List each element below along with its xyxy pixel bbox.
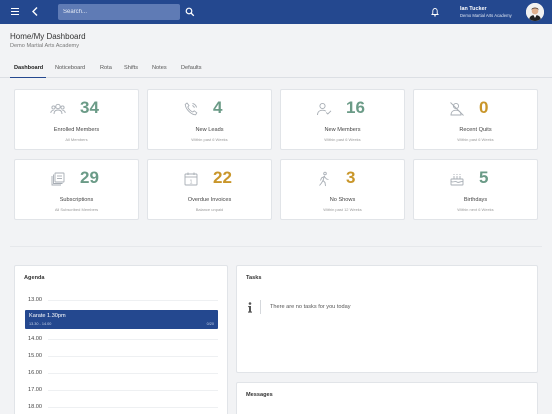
stat-label: No Shows	[329, 197, 356, 203]
page-subtitle: Demo Martial Arts Academy	[10, 43, 80, 49]
stat-value: 4	[213, 98, 223, 117]
stat-card-overdue-invoices[interactable]: 1 22 Overdue Invoices Balance unpaid	[147, 159, 272, 220]
stat-label: Overdue Invoices	[187, 197, 232, 203]
walking-icon	[319, 171, 329, 187]
stat-value: 5	[479, 168, 489, 187]
stat-value: 34	[80, 98, 99, 117]
agenda-hour-line	[48, 356, 218, 357]
stat-sublabel: All Subscribed Members	[54, 207, 99, 212]
cake-icon	[450, 174, 464, 186]
top-bar: Ian Tucker Demo Martial Arts Academy	[0, 0, 552, 24]
bell-icon[interactable]	[431, 7, 439, 17]
messages-panel: Messages	[236, 382, 538, 414]
stat-card-new-members[interactable]: 16 New Members Within past 6 Weeks	[280, 89, 405, 150]
stat-card-birthdays[interactable]: 5 Birthdays Within next 6 Weeks	[413, 159, 538, 220]
avatar[interactable]	[526, 3, 544, 21]
stat-sublabel: Balance unpaid	[195, 207, 224, 212]
search-input[interactable]	[58, 4, 180, 20]
user-organization: Demo Martial Arts Academy	[460, 13, 512, 18]
stat-sublabel: Within past 6 Weeks	[457, 137, 494, 142]
phone-icon	[184, 102, 198, 116]
stat-label: Subscriptions	[59, 197, 94, 203]
tab-noticeboard[interactable]: Noticeboard	[55, 65, 86, 71]
search-icon[interactable]	[185, 7, 195, 17]
stat-value: 0	[479, 98, 489, 117]
user-name[interactable]: Ian Tucker	[460, 6, 487, 12]
agenda-hour-line	[48, 407, 218, 408]
subscriptions-icon	[51, 172, 65, 186]
event-title: Karate 1.30pm	[29, 313, 66, 319]
stat-label: Recent Quits	[459, 127, 492, 133]
search-box	[58, 4, 180, 20]
agenda-hour: 14.00	[28, 336, 42, 342]
page-title: Home/My Dashboard	[10, 32, 86, 41]
stat-sublabel: Within past 6 Weeks	[324, 137, 361, 142]
tab-shifts[interactable]: Shifts	[124, 65, 138, 71]
stat-value: 22	[213, 168, 232, 187]
stat-label: Birthdays	[463, 197, 488, 203]
section-divider	[10, 246, 542, 247]
agenda-hour: 17.00	[28, 387, 42, 393]
tab-bar: Dashboard Noticeboard Rota Shifts Notes …	[0, 58, 552, 78]
tasks-panel: Tasks	[236, 265, 538, 373]
event-time: 13.30 - 14.00	[29, 322, 52, 326]
stat-card-new-leads[interactable]: 4 New Leads Within past 6 Weeks	[147, 89, 272, 150]
agenda-hour: 18.00	[28, 404, 42, 410]
svg-text:1: 1	[189, 179, 192, 185]
tab-notes[interactable]: Notes	[152, 65, 167, 71]
tasks-title: Tasks	[246, 275, 262, 281]
active-tab-indicator	[10, 77, 46, 78]
back-arrow-icon[interactable]	[31, 6, 39, 17]
tab-rota[interactable]: Rota	[100, 65, 112, 71]
quit-icon	[450, 102, 464, 116]
hamburger-menu-icon[interactable]	[11, 8, 19, 15]
user-avatar-icon	[526, 3, 544, 21]
stat-sublabel: Within past 6 Weeks	[191, 137, 228, 142]
tab-dashboard[interactable]: Dashboard	[14, 65, 44, 71]
stat-sublabel: Within next 6 Weeks	[457, 207, 494, 212]
stat-label: Enrolled Members	[53, 127, 100, 133]
agenda-hour: 16.00	[28, 370, 42, 376]
stat-card-subscriptions[interactable]: 29 Subscriptions All Subscribed Members	[14, 159, 139, 220]
agenda-hour: 15.00	[28, 353, 42, 359]
agenda-event-karate[interactable]: Karate 1.30pm 13.30 - 14.00 0/20	[25, 310, 218, 329]
stat-value: 29	[80, 168, 99, 187]
tasks-separator	[260, 300, 261, 314]
agenda-hour-line	[48, 300, 218, 301]
calendar-icon: 1	[184, 172, 198, 186]
stat-card-no-shows[interactable]: 3 No Shows Within past 12 Weeks	[280, 159, 405, 220]
agenda-hour-line	[48, 339, 218, 340]
no-tasks-message: There are no tasks for you today	[270, 304, 351, 310]
new-member-icon	[317, 102, 332, 116]
stat-label: New Leads	[195, 127, 224, 133]
agenda-hour: 13.00	[28, 297, 42, 303]
stat-sublabel: All Members	[65, 137, 88, 142]
info-icon	[248, 302, 252, 313]
stat-value: 3	[346, 168, 356, 187]
stat-card-enrolled-members[interactable]: 34 Enrolled Members All Members	[14, 89, 139, 150]
stat-value: 16	[346, 98, 365, 117]
agenda-title: Agenda	[24, 275, 45, 281]
stat-label: New Members	[324, 127, 361, 133]
stat-sublabel: Within past 12 Weeks	[323, 207, 362, 212]
members-icon	[50, 103, 66, 115]
messages-title: Messages	[246, 392, 273, 398]
stat-card-recent-quits[interactable]: 0 Recent Quits Within past 6 Weeks	[413, 89, 538, 150]
event-attendance: 0/20	[206, 322, 214, 326]
agenda-hour-line	[48, 373, 218, 374]
tab-defaults[interactable]: Defaults	[181, 65, 202, 71]
agenda-hour-line	[48, 390, 218, 391]
